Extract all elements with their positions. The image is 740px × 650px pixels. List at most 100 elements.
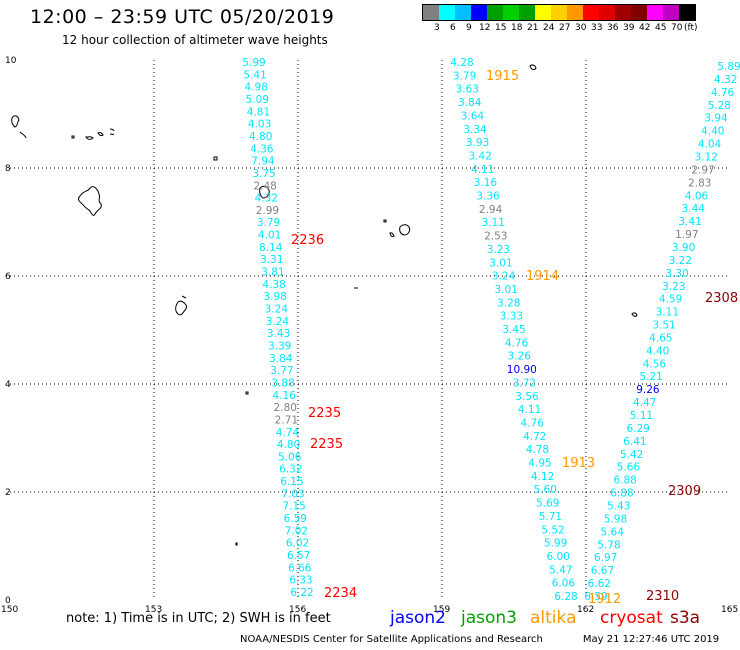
color-scale-swatches <box>422 4 696 21</box>
scale-swatch <box>455 5 471 20</box>
pass-time-label: 2236 <box>291 233 324 248</box>
legend-jason2: jason2 <box>390 608 446 628</box>
scale-swatch <box>519 5 535 20</box>
wave-height-value: 3.24 <box>265 304 289 316</box>
wave-height-value: 4.76 <box>711 87 735 99</box>
pass-time-label: 1915 <box>486 69 519 84</box>
scale-label: 30 <box>575 23 587 33</box>
pass-time-label: 2309 <box>668 484 701 499</box>
island <box>213 156 218 161</box>
wave-height-value: 3.94 <box>704 113 728 125</box>
wave-height-value: 3.84 <box>458 97 482 109</box>
wave-height-value: 5.11 <box>630 410 653 422</box>
wave-height-value: 7.03 <box>281 488 304 500</box>
scale-swatch <box>471 5 487 20</box>
wave-height-value: 5.41 <box>243 69 266 81</box>
wave-height-value: 3.72 <box>513 377 536 389</box>
wave-height-value: 5.21 <box>639 371 662 383</box>
wave-height-value: 3.39 <box>268 340 291 352</box>
pass-time-label: 2235 <box>308 406 341 421</box>
wave-height-value: 2.97 <box>691 164 714 176</box>
wave-height-value: 4.80 <box>277 439 300 451</box>
x-tick-label: 165 <box>721 605 738 615</box>
island <box>97 132 104 137</box>
wave-height-value: 3.64 <box>461 110 485 122</box>
scale-label: 33 <box>591 23 603 33</box>
wave-height-value: 5.28 <box>708 100 731 112</box>
x-tick-label: 162 <box>577 605 594 615</box>
wave-height-value: 6.28 <box>554 591 577 603</box>
island <box>11 115 20 128</box>
wave-height-value: 4.80 <box>249 131 272 143</box>
island <box>529 64 537 71</box>
wave-height-value: 6.41 <box>623 436 646 448</box>
pass-time-label: 2234 <box>324 586 357 601</box>
scale-swatch <box>583 5 599 20</box>
island <box>383 219 387 223</box>
island <box>259 185 270 199</box>
wave-height-value: 4.04 <box>698 139 722 151</box>
island <box>631 312 638 317</box>
wave-height-value: 2.71 <box>275 414 298 426</box>
wave-height-value: 3.41 <box>678 216 701 228</box>
wave-height-value: 4.95 <box>528 458 551 470</box>
wave-height-value: 6.67 <box>591 565 614 577</box>
wave-height-value: 3.22 <box>669 255 692 267</box>
wave-height-value: 3.93 <box>466 137 489 149</box>
track-1: 5.995.414.985.094.814.034.804.367.943.75… <box>242 57 313 599</box>
wave-height-value: 5.99 <box>242 57 265 69</box>
island <box>175 300 187 316</box>
track-2: 4.283.793.633.843.643.343.933.424.113.16… <box>450 57 577 603</box>
scale-label: 42 <box>639 23 651 33</box>
wave-height-value: 6.02 <box>286 538 309 550</box>
wave-height-value: 2.80 <box>274 402 297 414</box>
wave-height-value: 5.66 <box>617 462 641 474</box>
wave-height-value: 3.01 <box>489 257 512 269</box>
wave-height-value: 4.11 <box>471 164 494 176</box>
wave-height-value: 4.56 <box>643 358 667 370</box>
wave-height-value: 5.47 <box>549 564 572 576</box>
scale-label: 45 <box>655 23 667 33</box>
wave-height-value: 3.12 <box>695 151 718 163</box>
scale-label: 12 <box>479 23 491 33</box>
wave-height-value: 3.24 <box>492 271 516 283</box>
scale-label: 15 <box>495 23 507 33</box>
island <box>235 542 238 546</box>
scale-swatch <box>615 5 631 20</box>
wave-height-value: 6.62 <box>588 578 611 590</box>
legend-s3a: s3a <box>670 608 701 628</box>
pass-time-label: 1913 <box>562 456 595 471</box>
scale-swatch <box>503 5 519 20</box>
wave-height-value: 4.47 <box>633 397 656 409</box>
wave-height-value: 4.32 <box>255 193 278 205</box>
scale-swatch <box>567 5 583 20</box>
y-tick-label: 10 <box>5 56 17 66</box>
wave-height-value: 6.59 <box>284 513 307 525</box>
wave-height-value: 4.03 <box>248 119 271 131</box>
x-tick-label: 153 <box>145 605 162 615</box>
wave-height-value: 2.94 <box>479 204 503 216</box>
wave-height-value: 6.66 <box>288 562 312 574</box>
wave-height-value: 3.84 <box>269 353 293 365</box>
wave-height-value: 5.71 <box>539 511 562 523</box>
pass-time-label: 1914 <box>526 269 559 284</box>
wave-height-value: 4.72 <box>523 431 546 443</box>
wave-height-value: 3.23 <box>662 281 685 293</box>
wave-height-value: 2.83 <box>688 177 711 189</box>
wave-height-value: 3.11 <box>482 217 505 229</box>
wave-height-value: 5.42 <box>620 449 643 461</box>
pass-time-label: 2308 <box>705 291 738 306</box>
wave-height-value: 3.51 <box>652 320 675 332</box>
wave-height-value: 4.74 <box>276 427 300 439</box>
wave-height-value: 6.88 <box>613 475 636 487</box>
wave-height-value: 6.33 <box>289 575 312 587</box>
wave-height-value: 3.63 <box>456 84 479 96</box>
island <box>71 135 75 139</box>
wave-height-value: 3.81 <box>261 267 284 279</box>
map-grid <box>10 60 730 600</box>
wave-height-value: 5.64 <box>601 526 625 538</box>
wave-height-value: 7.94 <box>251 156 275 168</box>
wave-height-value: 1.97 <box>675 229 698 241</box>
wave-height-value: 4.06 <box>685 190 709 202</box>
wave-height-value: 4.12 <box>531 471 554 483</box>
